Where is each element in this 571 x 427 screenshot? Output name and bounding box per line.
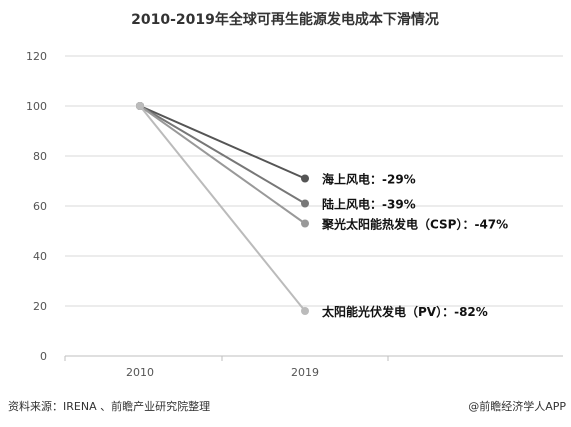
y-tick-label: 100	[26, 100, 47, 113]
series-line-1	[139, 105, 306, 205]
x-tick-label: 2010	[126, 366, 154, 379]
series-point-2-end	[301, 219, 309, 228]
series	[136, 102, 309, 315]
series-point-0-end	[301, 174, 309, 183]
series-label-3: 太阳能光伏发电（PV）：-82%	[322, 304, 488, 319]
series-label-2: 聚光太阳能热发电（CSP）：-47%	[321, 217, 508, 232]
chart-title: 2010-2019年全球可再生能源发电成本下滑情况	[131, 11, 439, 28]
series-point-3-start	[136, 102, 144, 110]
annotations: 海上风电：-29% 陆上风电：-39% 聚光太阳能热发电（CSP）：-47% 太阳能光…	[321, 172, 508, 320]
brand-label: @前瞻经济学人APP	[468, 399, 566, 413]
y-tick-label: 0	[40, 350, 47, 363]
source-note: 资料来源：IRENA 、前瞻产业研究院整理	[8, 399, 210, 413]
series-point-1-end	[301, 199, 309, 208]
series-label-1: 陆上风电：-39%	[322, 197, 416, 212]
series-line-3	[139, 105, 306, 312]
y-tick-label: 40	[33, 250, 47, 263]
series-line-0	[139, 105, 306, 180]
y-tick-label: 120	[26, 50, 47, 63]
series-label-0: 海上风电：-29%	[322, 172, 416, 187]
grid	[65, 55, 563, 307]
axes: 0 20 40 60 80 100 120 2010 2019	[26, 50, 563, 379]
y-tick-label: 60	[33, 200, 47, 213]
y-tick-label: 80	[33, 150, 47, 163]
x-tick-label: 2019	[291, 366, 319, 379]
series-line-2	[139, 105, 306, 225]
y-tick-label: 20	[33, 300, 47, 313]
series-point-3-end	[301, 307, 309, 315]
